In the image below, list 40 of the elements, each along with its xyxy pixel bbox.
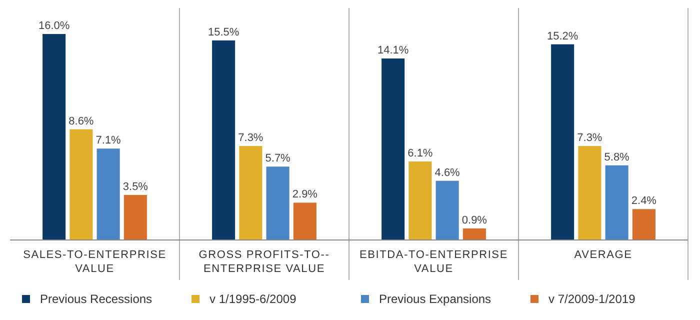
data-label: 15.5% (208, 26, 240, 38)
bar (382, 58, 405, 240)
bar (70, 129, 93, 240)
bar (212, 40, 236, 240)
x-tick-label: EBITDA-TO-ENTERPRISE VALUE (360, 249, 508, 275)
x-tick-label: AVERAGE (574, 249, 632, 261)
bar (462, 228, 486, 240)
bar (42, 34, 66, 240)
data-label: 3.5% (122, 180, 148, 193)
bar (632, 209, 656, 240)
data-label: 0.9% (462, 214, 488, 226)
bar (239, 146, 262, 240)
data-label: 2.4% (631, 195, 657, 208)
legend-label: Previous Recessions (40, 292, 152, 306)
data-label: 5.7% (265, 152, 291, 165)
bar (96, 148, 120, 240)
x-tick-label: GROSS PROFITS-TO--ENTERPRISE VALUE (198, 249, 330, 275)
data-label: 6.1% (408, 147, 433, 160)
x-tick-label: SALES-TO-ENTERPRISE VALUE (23, 249, 166, 275)
legend-label: v 1/1995-6/2009 (210, 292, 297, 306)
bar (605, 165, 628, 240)
data-label: 7.3% (577, 132, 602, 144)
bar (124, 194, 147, 240)
data-label: 16.0% (38, 20, 70, 32)
bar (551, 44, 574, 240)
data-label: 5.8% (604, 151, 630, 164)
data-label: 15.2% (546, 30, 578, 42)
bar (408, 161, 432, 240)
data-label: 7.1% (96, 134, 122, 147)
data-label: 14.1% (377, 44, 409, 56)
legend-label: v 7/2009-1/2019 (548, 292, 636, 306)
legend-label: Previous Expansions (379, 292, 492, 306)
data-label: 2.9% (292, 188, 318, 201)
bar (436, 180, 459, 240)
bar (293, 202, 316, 240)
data-label: 7.3% (238, 132, 264, 144)
bar (266, 166, 290, 240)
data-label: 4.6% (434, 166, 460, 179)
bar (578, 146, 602, 240)
data-label: 8.6% (68, 115, 94, 128)
